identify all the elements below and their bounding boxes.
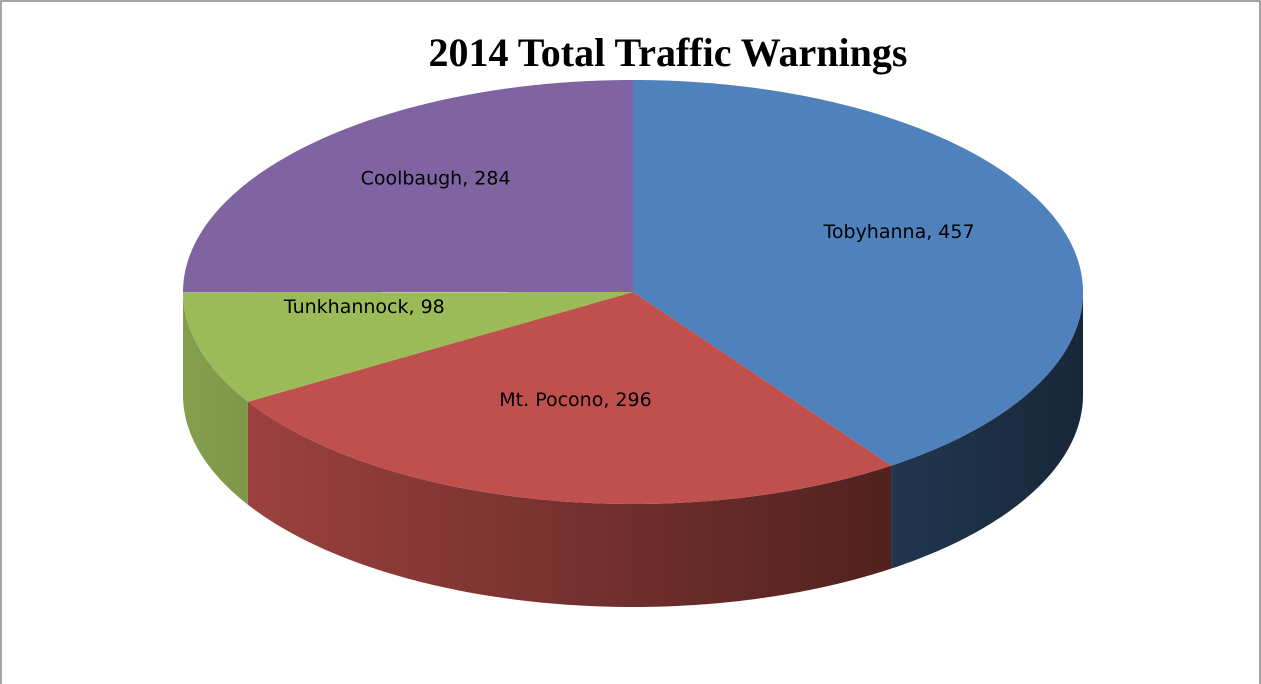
- slice: [633, 80, 1083, 466]
- data-label: Mt. Pocono, 296: [499, 389, 651, 411]
- slice-side: [891, 292, 1083, 569]
- top-faces: [183, 80, 1083, 504]
- chart-title: 2014 Total Traffic Warnings: [429, 30, 908, 75]
- data-labels: Tobyhanna, 457 Mt. Pocono, 296 Tunkhannock…: [283, 168, 975, 411]
- slice-side: [183, 292, 248, 505]
- data-label: Coolbaugh, 284: [361, 168, 511, 190]
- slice: [183, 292, 633, 402]
- data-label: Tunkhannock, 98: [283, 296, 445, 318]
- side-faces: [183, 292, 1083, 607]
- data-label: Tobyhanna, 457: [823, 221, 975, 243]
- slice-side: [247, 401, 892, 607]
- slice: [247, 292, 892, 504]
- slice: [183, 80, 633, 293]
